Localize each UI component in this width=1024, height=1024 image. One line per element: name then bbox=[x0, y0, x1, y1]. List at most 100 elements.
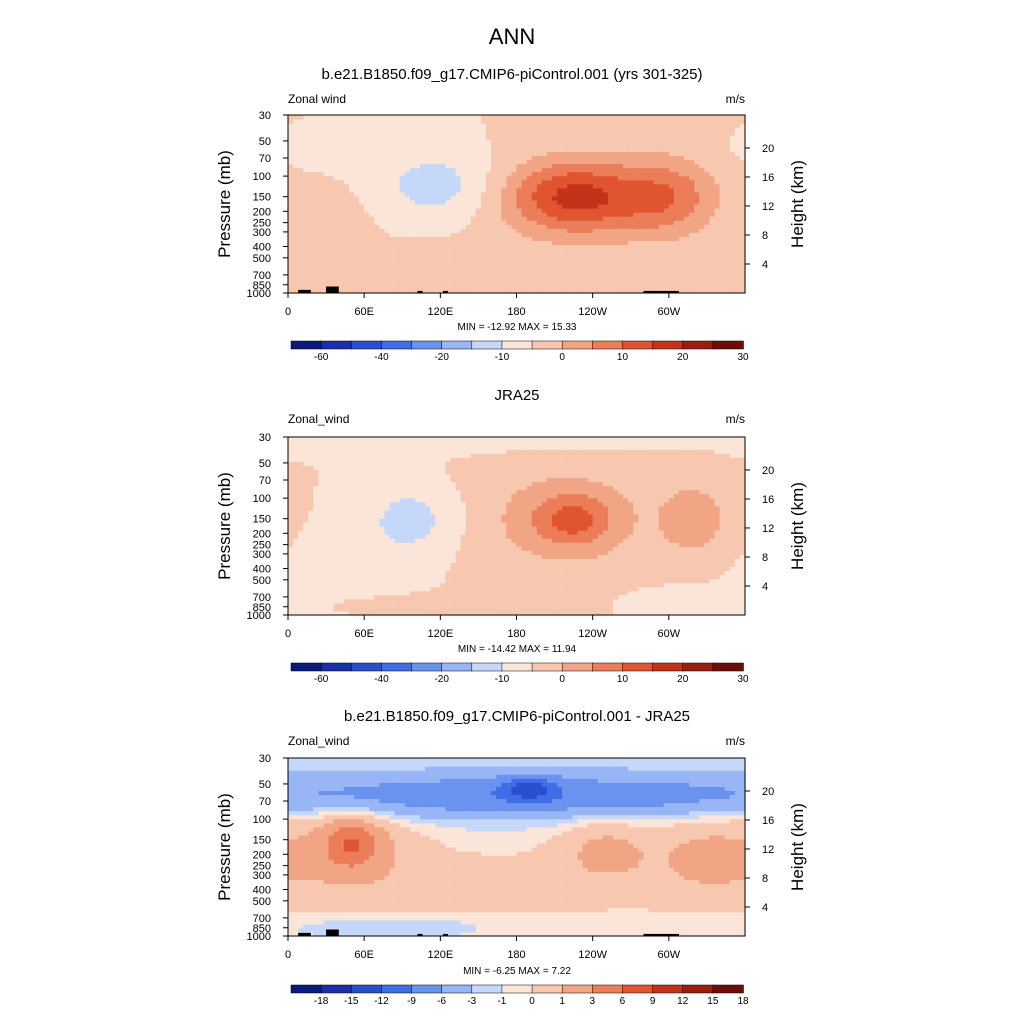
pressure-tick-label: 500 bbox=[253, 253, 271, 265]
heatmap-cell bbox=[496, 232, 502, 237]
heatmap-cell bbox=[739, 260, 746, 266]
heatmap-cell bbox=[597, 248, 604, 254]
heatmap-cell bbox=[333, 473, 340, 479]
heatmap-cell bbox=[516, 155, 523, 161]
heatmap-cell bbox=[572, 123, 579, 128]
heatmap-cell bbox=[420, 272, 426, 278]
heatmap-cell bbox=[333, 461, 340, 466]
heatmap-cell bbox=[414, 119, 421, 124]
heatmap-cell bbox=[536, 224, 543, 229]
heatmap-cell bbox=[704, 220, 711, 225]
heatmap-cell bbox=[501, 167, 507, 173]
heatmap-cell bbox=[602, 224, 609, 229]
heatmap-cell bbox=[587, 204, 594, 209]
heatmap-cell bbox=[628, 220, 634, 225]
colorbar-swatch bbox=[471, 340, 503, 350]
colorbar-label: 0 bbox=[559, 352, 565, 363]
heatmap-cell bbox=[379, 497, 386, 503]
heatmap-cell bbox=[480, 199, 487, 205]
heatmap-cell bbox=[359, 574, 365, 580]
heatmap-cell bbox=[739, 236, 746, 242]
heatmap-cell bbox=[694, 159, 700, 165]
heatmap-cell bbox=[460, 240, 467, 246]
heatmap-cell bbox=[338, 602, 345, 608]
heatmap-cell bbox=[303, 574, 309, 580]
heatmap-cell bbox=[354, 288, 360, 294]
heatmap-cell bbox=[369, 256, 375, 262]
heatmap-cell bbox=[338, 252, 345, 258]
heatmap-cell bbox=[303, 586, 309, 592]
heatmap-cell bbox=[552, 280, 558, 286]
heatmap-cell bbox=[475, 139, 482, 144]
heatmap-cell bbox=[450, 199, 457, 205]
heatmap-cell bbox=[506, 276, 513, 282]
heatmap-cell bbox=[328, 558, 335, 564]
heatmap-cell bbox=[399, 187, 406, 193]
heatmap-cell bbox=[389, 554, 396, 559]
heatmap-cell bbox=[709, 127, 716, 132]
heatmap-cell bbox=[668, 240, 675, 246]
heatmap-cell bbox=[359, 187, 365, 193]
heatmap-cell bbox=[643, 204, 650, 209]
heatmap-cell bbox=[430, 167, 436, 173]
heatmap-cell bbox=[359, 171, 365, 177]
heatmap-cell bbox=[338, 183, 345, 189]
heatmap-cell bbox=[658, 139, 665, 144]
heatmap-cell bbox=[552, 244, 558, 250]
heatmap-cell bbox=[552, 276, 558, 282]
heatmap-cell bbox=[612, 147, 619, 153]
heatmap-cell bbox=[531, 220, 538, 225]
heatmap-cell bbox=[364, 465, 370, 470]
heatmap-cell bbox=[288, 159, 294, 165]
heatmap-cell bbox=[658, 228, 665, 233]
heatmap-cell bbox=[694, 220, 700, 225]
heatmap-cell bbox=[643, 256, 650, 262]
heatmap-cell bbox=[338, 276, 345, 282]
heatmap-cell bbox=[734, 280, 741, 286]
heatmap-cell bbox=[323, 574, 330, 580]
heatmap-cell bbox=[567, 276, 573, 282]
heatmap-cell bbox=[323, 493, 330, 499]
heatmap-cell bbox=[724, 183, 731, 189]
heatmap-cell bbox=[293, 534, 299, 539]
heatmap-cell bbox=[719, 224, 726, 229]
heatmap-cell bbox=[293, 606, 299, 612]
heatmap-cell bbox=[709, 216, 716, 221]
heatmap-cell bbox=[516, 179, 523, 185]
heatmap-cell bbox=[328, 191, 335, 197]
heatmap-cell bbox=[348, 268, 355, 274]
heatmap-cell bbox=[470, 187, 477, 193]
heatmap-cell bbox=[338, 199, 345, 205]
heatmap-cell bbox=[562, 264, 568, 270]
heatmap-cell bbox=[338, 212, 345, 217]
heatmap-cell bbox=[298, 224, 304, 229]
heatmap-cell bbox=[678, 147, 685, 153]
heatmap-cell bbox=[597, 163, 604, 169]
heatmap-cell bbox=[399, 139, 406, 144]
heatmap-cell bbox=[343, 143, 350, 148]
heatmap-cell bbox=[338, 437, 345, 442]
heatmap-cell bbox=[643, 260, 650, 266]
heatmap-cell bbox=[673, 195, 680, 201]
heatmap-cell bbox=[567, 220, 573, 225]
heatmap-cell bbox=[399, 236, 406, 242]
heatmap-cell bbox=[521, 204, 528, 209]
heatmap-cell bbox=[704, 216, 711, 221]
heatmap-cell bbox=[404, 208, 411, 213]
heatmap-cell bbox=[414, 175, 421, 181]
heatmap-cell bbox=[521, 195, 528, 201]
heatmap-cell bbox=[354, 191, 360, 197]
heatmap-cell bbox=[374, 163, 380, 169]
heatmap-cell bbox=[328, 187, 335, 193]
heatmap-cell bbox=[440, 280, 447, 286]
heatmap-cell bbox=[689, 159, 695, 165]
heatmap-cell bbox=[531, 252, 538, 258]
heatmap-cell bbox=[298, 204, 304, 209]
heatmap-cell bbox=[724, 232, 731, 237]
heatmap-cell bbox=[572, 208, 579, 213]
heatmap-cell bbox=[450, 284, 457, 290]
heatmap-cell bbox=[460, 252, 467, 258]
heatmap-cell bbox=[541, 280, 548, 286]
heatmap-cell bbox=[293, 517, 299, 523]
heatmap-cell bbox=[333, 489, 340, 495]
